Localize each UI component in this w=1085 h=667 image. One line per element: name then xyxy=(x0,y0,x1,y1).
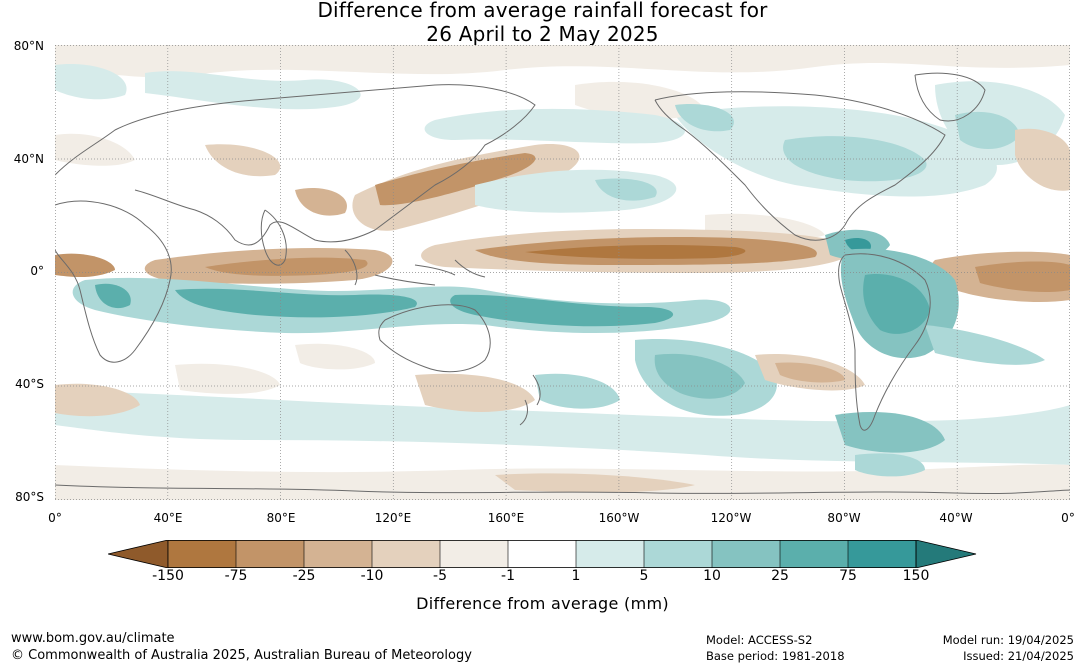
lat-label-80s: 80°S xyxy=(15,490,44,504)
colorbar-tick-label: -10 xyxy=(360,568,384,584)
lon-label-160w: 160°W xyxy=(598,511,640,525)
footer-url: www.bom.gov.au/climate xyxy=(11,631,175,646)
colorbar-tick-label: -150 xyxy=(152,568,184,584)
colorbar-tick-label: 150 xyxy=(902,568,930,584)
lon-label-40w: 40°W xyxy=(939,511,973,525)
colorbar-tick-label: 75 xyxy=(839,568,857,584)
colorbar-segment-8 xyxy=(644,540,712,568)
lon-label-0: 0° xyxy=(48,511,62,525)
colorbar-tick-label: 10 xyxy=(703,568,721,584)
lat-label-40n: 40°N xyxy=(13,152,44,166)
colorbar-title: Difference from average (mm) xyxy=(416,594,669,613)
colorbar-segment-4 xyxy=(372,540,440,568)
title-line-2: 26 April to 2 May 2025 xyxy=(426,22,659,46)
footer-copyright: © Commonwealth of Australia 2025, Austra… xyxy=(11,648,472,663)
footer-issued: Issued: 21/04/2025 xyxy=(963,649,1074,663)
colorbar-segment-7 xyxy=(576,540,644,568)
colorbar-segment-min xyxy=(107,539,169,569)
colorbar-tick-label: 25 xyxy=(771,568,789,584)
footer-base-period: Base period: 1981-2018 xyxy=(706,649,845,663)
lon-label-0-right: 0° xyxy=(1061,511,1075,525)
colorbar-segment-1 xyxy=(168,540,236,568)
title-line-1: Difference from average rainfall forecas… xyxy=(317,0,768,22)
lon-label-120w: 120°W xyxy=(710,511,752,525)
map-title: Difference from average rainfall forecas… xyxy=(0,0,1085,46)
colorbar-segment-6 xyxy=(508,540,576,568)
colorbar-segment-10 xyxy=(780,540,848,568)
lat-label-40s: 40°S xyxy=(15,377,44,391)
colorbar xyxy=(107,539,978,569)
lat-label-80n: 80°N xyxy=(13,39,44,53)
colorbar-tick-label: -5 xyxy=(433,568,447,584)
colorbar-segment-max xyxy=(915,539,977,569)
lon-label-80w: 80°W xyxy=(827,511,861,525)
colorbar-segment-5 xyxy=(440,540,508,568)
lat-label-equator: 0° xyxy=(30,264,44,278)
lon-label-40e: 40°E xyxy=(153,511,183,525)
lon-label-80e: 80°E xyxy=(266,511,296,525)
colorbar-segment-11 xyxy=(848,540,916,568)
colorbar-segment-3 xyxy=(304,540,372,568)
graticule xyxy=(55,45,1070,500)
colorbar-segment-2 xyxy=(236,540,304,568)
coastlines xyxy=(55,72,1070,495)
rainfall-anomaly-map xyxy=(55,45,1070,500)
colorbar-tick-label: -25 xyxy=(292,568,316,584)
colorbar-tick-label: -75 xyxy=(224,568,248,584)
footer-model-run: Model run: 19/04/2025 xyxy=(942,633,1074,647)
colorbar-segment-9 xyxy=(712,540,780,568)
lon-label-160e: 160°E xyxy=(487,511,525,525)
colorbar-tick-label: 5 xyxy=(639,568,649,584)
footer-model: Model: ACCESS-S2 xyxy=(706,633,813,647)
colorbar-tick-label: -1 xyxy=(501,568,515,584)
colorbar-tick-label: 1 xyxy=(571,568,581,584)
lon-label-120e: 120°E xyxy=(374,511,412,525)
